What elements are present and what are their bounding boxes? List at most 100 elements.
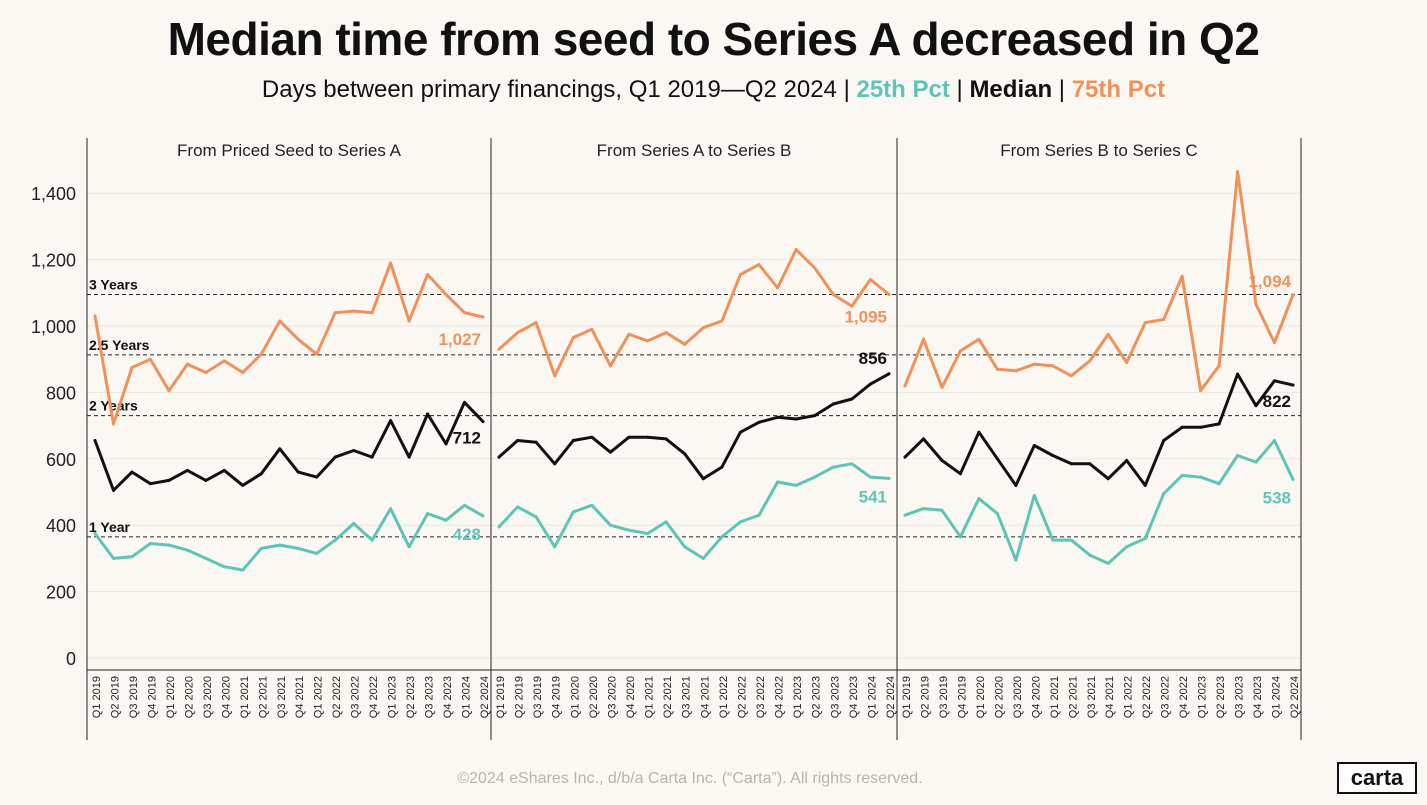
reference-line-label: 2 Years (89, 398, 138, 414)
reference-line-label: 2.5 Years (89, 337, 150, 353)
series-median-point (204, 478, 208, 482)
series-median-point (111, 488, 115, 492)
series-25th-pct-point (958, 535, 962, 539)
series-25th-pct-point (664, 520, 668, 524)
x-tick-label: Q1 2019 (91, 676, 103, 718)
x-tick-label: Q2 2022 (1141, 676, 1153, 718)
series-75th-pct-point (333, 311, 337, 315)
series-25th-pct-point (1291, 477, 1295, 481)
series-25th-pct-point (148, 541, 152, 545)
series-25th-pct-point (1236, 453, 1240, 457)
x-tick-label: Q4 2022 (368, 676, 380, 718)
series-75th-pct-point (646, 339, 650, 343)
series-25th-pct-point (1273, 439, 1277, 443)
x-tick-label: Q1 2021 (239, 676, 251, 718)
series-25th-pct-point (1254, 460, 1258, 464)
x-tick-label: Q2 2024 (479, 676, 491, 718)
series-75th-pct-point (352, 309, 356, 313)
series-median-point (333, 455, 337, 459)
series-median-point (720, 465, 724, 469)
x-tick-label: Q2 2023 (405, 676, 417, 718)
series-75th-pct-point (426, 273, 430, 277)
reference-line-label: 1 Year (89, 519, 131, 535)
data-label-p75: 1,095 (844, 307, 887, 326)
series-75th-pct-point (130, 366, 134, 369)
series-median-point (1014, 483, 1018, 487)
series-25th-pct-point (1106, 561, 1110, 565)
x-tick-label: Q4 2019 (146, 676, 158, 718)
x-tick-label: Q3 2019 (128, 676, 140, 718)
series-75th-pct-point (903, 384, 907, 388)
series-25th-pct-point (1199, 475, 1203, 479)
series-75th-pct-line (497, 248, 891, 378)
series-25th-pct-point (407, 545, 411, 549)
x-tick-label: Q3 2019 (938, 676, 950, 718)
series-25th-pct-point (278, 543, 282, 547)
series-25th-pct-point (1180, 473, 1184, 477)
series-75th-pct-point (868, 278, 872, 282)
series-75th-pct-point (204, 370, 208, 374)
x-tick-label: Q2 2019 (919, 676, 931, 718)
series-median-point (444, 442, 448, 446)
series-75th-pct-point (370, 311, 374, 315)
series-median-point (534, 440, 538, 444)
series-25th-pct-point (720, 535, 724, 539)
x-tick-label: Q4 2019 (551, 676, 563, 718)
series-25th-pct-point (868, 475, 872, 479)
series-25th-pct-point (1217, 482, 1221, 486)
x-tick-label: Q2 2023 (1215, 676, 1227, 718)
x-tick-label: Q4 2021 (1104, 676, 1116, 718)
series-25th-pct-point (813, 475, 817, 479)
series-median-point (481, 420, 485, 424)
copyright-footer: ©2024 eShares Inc., d/b/a Carta Inc. (“C… (457, 770, 923, 787)
series-median-point (776, 415, 780, 419)
series-75th-pct-point (720, 319, 724, 323)
y-tick-label: 1,400 (31, 184, 76, 204)
series-median-point (1273, 379, 1277, 383)
series-median-point (958, 472, 962, 476)
series-25th-pct-point (903, 513, 907, 517)
x-tick-label: Q1 2024 (461, 676, 473, 718)
series-median-point (590, 435, 594, 439)
series-median-point (148, 482, 152, 486)
series-75th-pct-point (701, 326, 705, 330)
series-25th-pct-point (296, 546, 300, 550)
series-25th-pct-point (940, 508, 944, 512)
series-75th-pct-point (995, 367, 999, 371)
series-median-point (1217, 422, 1221, 426)
legend-25th-pct: 25th Pct (856, 76, 950, 103)
series-median-point (1143, 483, 1147, 487)
y-tick-label: 1,200 (31, 251, 76, 271)
series-25th-pct-point (481, 514, 485, 518)
x-tick-label: Q4 2023 (848, 676, 860, 718)
series-median-point (315, 475, 319, 479)
x-tick-label: Q4 2023 (442, 676, 454, 718)
x-tick-label: Q1 2023 (792, 676, 804, 718)
series-median-point (497, 455, 501, 459)
series-25th-pct-point (627, 528, 631, 532)
series-median-point (1051, 453, 1055, 457)
series-75th-pct-point (1106, 332, 1110, 336)
series-25th-pct-point (426, 512, 430, 516)
series-median-point (977, 430, 981, 434)
x-tick-label: Q3 2020 (606, 676, 618, 718)
x-tick-label: Q4 2020 (220, 676, 232, 718)
series-75th-pct-point (1217, 364, 1221, 368)
series-75th-pct-point (148, 357, 152, 361)
series-75th-pct-point (481, 315, 485, 319)
series-75th-pct-point (1069, 374, 1073, 378)
series-25th-pct-point (850, 462, 854, 466)
series-median-point (93, 439, 97, 443)
x-tick-label: Q1 2019 (495, 676, 507, 718)
series-75th-pct-point (1199, 389, 1203, 393)
series-median-point (407, 455, 411, 459)
series-75th-pct-point (259, 352, 263, 356)
series-75th-pct-point (1162, 317, 1166, 321)
x-tick-label: Q1 2023 (1197, 676, 1209, 718)
panel-title: From Series B to Series C (1000, 141, 1197, 160)
x-tick-label: Q1 2020 (165, 676, 177, 718)
data-label-median: 856 (859, 349, 887, 368)
x-tick-label: Q2 2019 (514, 676, 526, 718)
subtitle-text: Days between primary financings, Q1 2019… (261, 76, 837, 103)
panel-title: From Series A to Series B (597, 141, 792, 160)
